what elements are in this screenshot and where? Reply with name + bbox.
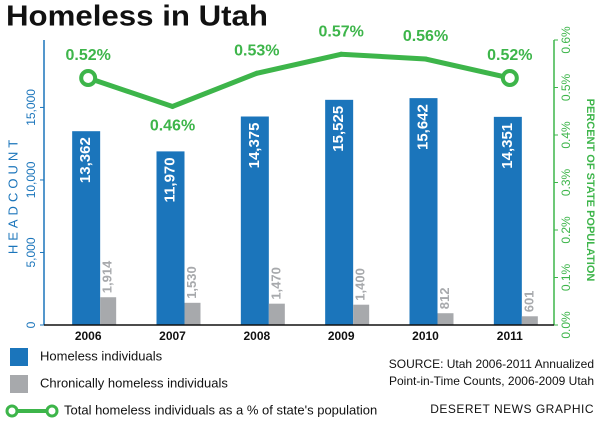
y2-tick-label: 0.4% [559, 121, 573, 149]
bar [521, 316, 538, 325]
line-point [423, 56, 428, 62]
x-tick-label: 2006 [75, 329, 102, 343]
line-point [170, 104, 175, 109]
legend-swatch [45, 404, 59, 418]
x-tick-label: 2009 [328, 329, 355, 343]
value-label: 0.52% [65, 47, 110, 64]
y2-tick-label: 0.1% [559, 263, 573, 291]
y2-tick-label: 0.5% [559, 73, 573, 101]
value-label: 0.46% [150, 118, 195, 135]
bar [72, 131, 101, 325]
y2-tick-label: 0.3% [559, 168, 573, 196]
source: SOURCE: Utah 2006-2011 Annualized [389, 357, 594, 371]
value-label: 601 [521, 291, 536, 313]
value-label: 11,970 [161, 157, 178, 202]
legend-swatch [5, 404, 19, 418]
x-tick-label: 2011 [497, 329, 523, 343]
value-label: 1,530 [184, 266, 199, 299]
line-point [500, 69, 519, 87]
value-label: 13,362 [77, 137, 94, 183]
legend-label: Total homeless individuals as a % of sta… [64, 402, 377, 417]
bar [184, 302, 201, 325]
value-label: 0.53% [234, 42, 279, 59]
chart-title: Homeless in Utah [6, 1, 268, 33]
value-label: 1,470 [268, 267, 283, 300]
legend-swatch [10, 375, 28, 393]
line [87, 51, 511, 110]
value-label: 1,400 [353, 268, 368, 301]
value-label: 812 [437, 288, 452, 310]
bar [409, 98, 438, 326]
y2-tick-label: 0.6% [559, 26, 573, 54]
x-tick-label: 2008 [243, 329, 270, 343]
line-point [338, 51, 344, 57]
y2-tick-label: 0.0% [559, 311, 573, 339]
legend-label: Homeless individuals [40, 348, 163, 363]
line-point [79, 69, 98, 87]
bar [268, 303, 285, 325]
credit: DESERET NEWS GRAPHIC [430, 402, 594, 416]
bar [325, 99, 354, 325]
value-label: 1,914 [100, 260, 115, 293]
bar [353, 304, 370, 325]
y2-axis-title: PERCENT OF STATE POPULATION [584, 99, 596, 282]
value-label: 0.56% [403, 28, 448, 45]
value-label: 0.57% [318, 23, 363, 40]
bar [240, 116, 269, 326]
source: Point-in-Time Counts, 2006-2009 Utah [389, 374, 594, 388]
legend-swatch [10, 348, 28, 366]
x-tick-label: 2010 [412, 329, 439, 343]
y-axis-title: HEADCOUNT [5, 136, 20, 254]
x-tick-label: 2007 [159, 329, 186, 343]
y-tick-label: 5,000 [24, 237, 38, 267]
bar [437, 313, 454, 325]
y2-tick-label: 0.2% [559, 216, 573, 244]
bar [100, 297, 117, 325]
legend-label: Chronically homeless individuals [40, 375, 228, 390]
value-label: 14,351 [499, 123, 516, 169]
value-label: 14,375 [246, 123, 263, 169]
value-label: 15,525 [330, 106, 347, 152]
value-label: 15,642 [414, 104, 431, 150]
y-tick-label: 10,000 [24, 161, 38, 198]
y-tick-label: 15,000 [24, 89, 38, 126]
y-tick-label: 0 [24, 321, 38, 328]
bar [493, 116, 522, 325]
value-label: 0.52% [487, 47, 532, 64]
line-point [254, 70, 260, 76]
bar [156, 151, 185, 325]
